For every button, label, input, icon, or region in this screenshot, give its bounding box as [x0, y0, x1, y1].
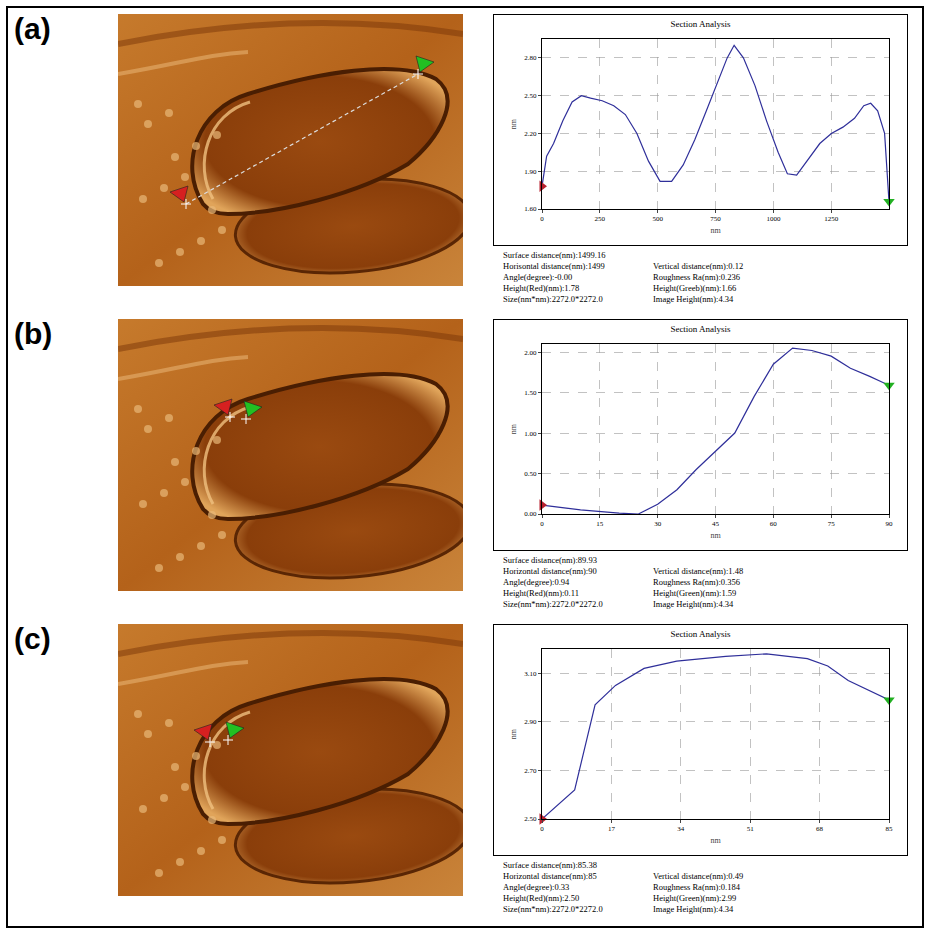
- html-text:Roughness Ra(nm):0.236: Roughness Ra(nm):0.236: [653, 272, 740, 282]
- svg-text:0.50: 0.50: [524, 470, 537, 478]
- svg-text:1.00: 1.00: [524, 430, 537, 438]
- html-text:Angle(degree):0.94: Angle(degree):0.94: [503, 577, 570, 587]
- svg-text:2.00: 2.00: [524, 349, 537, 357]
- html-text:Surface distance(nm):1499.16: Surface distance(nm):1499.16: [503, 250, 606, 260]
- html-text:Surface distance(nm):85.38: Surface distance(nm):85.38: [503, 860, 597, 870]
- svg-text:51: 51: [747, 825, 755, 833]
- svg-text:2.70: 2.70: [524, 767, 537, 775]
- svg-text:500: 500: [652, 215, 663, 223]
- svg-text:nm: nm: [710, 531, 721, 540]
- html-text:Vertical distance(nm):0.49: Vertical distance(nm):0.49: [653, 871, 744, 881]
- svg-text:1.60: 1.60: [524, 205, 537, 213]
- svg-text:Section Analysis: Section Analysis: [670, 324, 731, 334]
- svg-text:1.50: 1.50: [524, 389, 537, 397]
- svg-text:17: 17: [608, 825, 616, 833]
- svg-text:nm: nm: [710, 226, 721, 235]
- html-text:Angle(degree):0.33: Angle(degree):0.33: [503, 882, 570, 892]
- svg-text:nm: nm: [509, 728, 518, 739]
- html-text:Height(Green)(nm):2.99: Height(Green)(nm):2.99: [653, 893, 737, 903]
- svg-text:2.50: 2.50: [524, 815, 537, 823]
- svg-text:1250: 1250: [824, 215, 839, 223]
- svg-text:85: 85: [886, 825, 894, 833]
- html-text:Roughness Ra(nm):0.356: Roughness Ra(nm):0.356: [653, 577, 740, 587]
- html-text:(b): (b): [14, 317, 53, 350]
- html-text:Vertical distance(nm):0.12: Vertical distance(nm):0.12: [653, 261, 744, 271]
- svg-text:250: 250: [595, 215, 606, 223]
- svg-text:Section Analysis: Section Analysis: [670, 629, 731, 639]
- svg-text:nm: nm: [509, 118, 518, 129]
- svg-text:30: 30: [654, 520, 662, 528]
- svg-text:0: 0: [540, 520, 544, 528]
- svg-text:68: 68: [816, 825, 824, 833]
- svg-text:45: 45: [712, 520, 720, 528]
- html-text:Image Height(nm):4.34: Image Height(nm):4.34: [653, 294, 734, 304]
- svg-text:90: 90: [886, 520, 894, 528]
- svg-text:2.80: 2.80: [524, 54, 537, 62]
- svg-text:75: 75: [828, 520, 836, 528]
- html-text:Image Height(nm):4.34: Image Height(nm):4.34: [653, 599, 734, 609]
- html-text:Height(Red)(nm):0.11: Height(Red)(nm):0.11: [503, 588, 579, 598]
- html-text:(a): (a): [14, 12, 51, 45]
- svg-text:3.10: 3.10: [524, 670, 537, 678]
- html-text:Roughness Ra(nm):0.184: Roughness Ra(nm):0.184: [653, 882, 740, 892]
- html-text:Size(nm*nm):2272.0*2272.0: Size(nm*nm):2272.0*2272.0: [503, 904, 603, 914]
- svg-text:2.20: 2.20: [524, 130, 537, 138]
- html-text:Angle(degree):-0.00: Angle(degree):-0.00: [503, 272, 573, 282]
- html-text:Height(Greeb)(nm):1.66: Height(Greeb)(nm):1.66: [653, 283, 737, 293]
- svg-text:nm: nm: [509, 423, 518, 434]
- html-text:Size(nm*nm):2272.0*2272.0: Size(nm*nm):2272.0*2272.0: [503, 294, 603, 304]
- svg-text:34: 34: [677, 825, 685, 833]
- svg-text:2.90: 2.90: [524, 718, 537, 726]
- svg-text:nm: nm: [710, 836, 721, 845]
- html-text:Height(Red)(nm):1.78: Height(Red)(nm):1.78: [503, 283, 580, 293]
- html-text:Image Height(nm):4.34: Image Height(nm):4.34: [653, 904, 734, 914]
- svg-text:0.00: 0.00: [524, 510, 537, 518]
- html-text:Size(nm*nm):2272.0*2272.0: Size(nm*nm):2272.0*2272.0: [503, 599, 603, 609]
- svg-text:60: 60: [770, 520, 778, 528]
- svg-text:0: 0: [540, 215, 544, 223]
- html-text:Horizontal distance(nm):90: Horizontal distance(nm):90: [503, 566, 597, 576]
- html-text:(c): (c): [14, 622, 51, 655]
- svg-text:1000: 1000: [766, 215, 781, 223]
- svg-text:15: 15: [596, 520, 604, 528]
- svg-text:Section Analysis: Section Analysis: [670, 19, 731, 29]
- html-text:Height(Green)(nm):1.59: Height(Green)(nm):1.59: [653, 588, 737, 598]
- svg-text:2.50: 2.50: [524, 92, 537, 100]
- html-text:Height(Red)(nm):2.50: Height(Red)(nm):2.50: [503, 893, 580, 903]
- svg-text:1.90: 1.90: [524, 168, 537, 176]
- svg-text:750: 750: [710, 215, 721, 223]
- html-text:Surface distance(nm):89.93: Surface distance(nm):89.93: [503, 555, 597, 565]
- html-text:Horizontal distance(nm):85: Horizontal distance(nm):85: [503, 871, 597, 881]
- html-text:Vertical distance(nm):1.48: Vertical distance(nm):1.48: [653, 566, 744, 576]
- html-text:Horisontal distance(nm):1499: Horisontal distance(nm):1499: [503, 261, 605, 271]
- svg-text:0: 0: [540, 825, 544, 833]
